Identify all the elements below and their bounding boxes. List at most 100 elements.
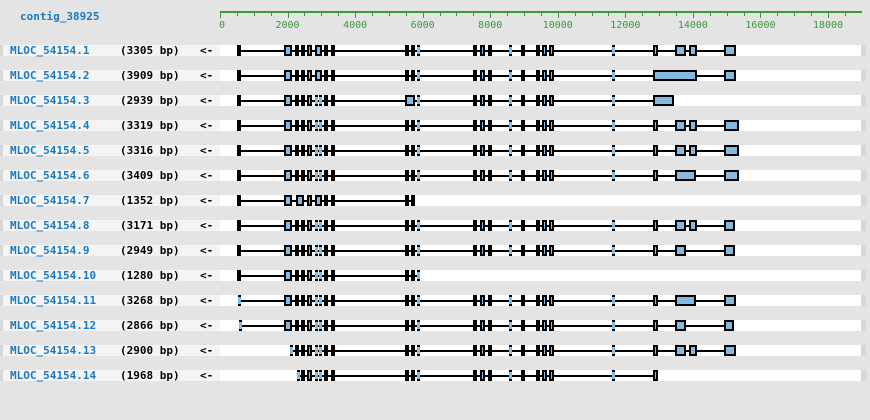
- exon[interactable]: [611, 370, 615, 381]
- exon[interactable]: [653, 370, 659, 381]
- exon[interactable]: [314, 320, 318, 331]
- exon[interactable]: [405, 120, 410, 131]
- exon[interactable]: [520, 320, 525, 331]
- exon[interactable]: [520, 370, 525, 381]
- exon[interactable]: [405, 170, 410, 181]
- exon[interactable]: [535, 95, 540, 106]
- exon[interactable]: [723, 320, 735, 331]
- exon[interactable]: [283, 195, 292, 206]
- exon[interactable]: [520, 70, 525, 81]
- gene-model-track[interactable]: [220, 270, 861, 281]
- exon[interactable]: [548, 320, 555, 331]
- exon[interactable]: [318, 245, 322, 256]
- exon[interactable]: [307, 220, 312, 231]
- exon[interactable]: [480, 220, 485, 231]
- exon[interactable]: [318, 270, 322, 281]
- exon[interactable]: [416, 320, 420, 331]
- exon[interactable]: [405, 145, 410, 156]
- exon[interactable]: [487, 95, 492, 106]
- exon[interactable]: [723, 170, 739, 181]
- exon[interactable]: [611, 45, 615, 56]
- exon[interactable]: [541, 120, 547, 131]
- transcript-name-link[interactable]: MLOC_54154.8: [10, 219, 90, 232]
- exon[interactable]: [416, 95, 420, 106]
- exon[interactable]: [520, 120, 525, 131]
- exon[interactable]: [472, 120, 478, 131]
- exon[interactable]: [520, 345, 525, 356]
- exon[interactable]: [723, 295, 737, 306]
- exon[interactable]: [723, 145, 739, 156]
- exon[interactable]: [472, 45, 478, 56]
- exon[interactable]: [294, 95, 300, 106]
- exon[interactable]: [520, 295, 525, 306]
- exon[interactable]: [487, 370, 492, 381]
- exon[interactable]: [405, 295, 410, 306]
- exon[interactable]: [314, 270, 318, 281]
- exon[interactable]: [301, 345, 306, 356]
- exon[interactable]: [480, 145, 485, 156]
- exon[interactable]: [688, 220, 697, 231]
- exon[interactable]: [472, 245, 478, 256]
- exon[interactable]: [688, 120, 697, 131]
- exon[interactable]: [236, 170, 241, 181]
- exon[interactable]: [331, 145, 336, 156]
- gene-model-track[interactable]: [220, 45, 861, 56]
- exon[interactable]: [674, 245, 686, 256]
- exon[interactable]: [318, 295, 322, 306]
- exon[interactable]: [405, 245, 410, 256]
- exon[interactable]: [236, 195, 241, 206]
- exon[interactable]: [324, 170, 329, 181]
- exon[interactable]: [508, 45, 512, 56]
- exon[interactable]: [611, 220, 615, 231]
- exon[interactable]: [324, 270, 329, 281]
- exon[interactable]: [331, 195, 336, 206]
- exon[interactable]: [307, 270, 312, 281]
- exon[interactable]: [301, 295, 306, 306]
- exon[interactable]: [331, 295, 336, 306]
- exon[interactable]: [307, 95, 312, 106]
- exon[interactable]: [653, 220, 659, 231]
- exon[interactable]: [405, 95, 415, 106]
- exon[interactable]: [548, 170, 555, 181]
- exon[interactable]: [480, 295, 485, 306]
- exon[interactable]: [283, 145, 292, 156]
- gene-model-track[interactable]: [220, 220, 861, 231]
- exon[interactable]: [611, 295, 615, 306]
- exon[interactable]: [283, 120, 292, 131]
- exon[interactable]: [548, 145, 555, 156]
- exon[interactable]: [472, 170, 478, 181]
- exon[interactable]: [236, 45, 241, 56]
- exon[interactable]: [410, 120, 415, 131]
- exon[interactable]: [653, 320, 659, 331]
- exon[interactable]: [405, 370, 410, 381]
- exon[interactable]: [535, 295, 540, 306]
- exon[interactable]: [472, 220, 478, 231]
- exon[interactable]: [324, 345, 329, 356]
- gene-model-track[interactable]: [220, 95, 861, 106]
- exon[interactable]: [301, 320, 306, 331]
- exon[interactable]: [307, 145, 312, 156]
- exon[interactable]: [520, 45, 525, 56]
- exon[interactable]: [307, 245, 312, 256]
- exon[interactable]: [416, 370, 420, 381]
- exon[interactable]: [674, 345, 686, 356]
- exon[interactable]: [405, 345, 410, 356]
- exon[interactable]: [723, 220, 736, 231]
- exon[interactable]: [238, 320, 242, 331]
- exon[interactable]: [405, 195, 410, 206]
- exon[interactable]: [487, 345, 492, 356]
- exon[interactable]: [283, 45, 292, 56]
- exon[interactable]: [318, 320, 322, 331]
- exon[interactable]: [410, 245, 415, 256]
- exon[interactable]: [301, 370, 306, 381]
- exon[interactable]: [541, 70, 547, 81]
- exon[interactable]: [472, 345, 478, 356]
- exon[interactable]: [331, 70, 336, 81]
- exon[interactable]: [294, 295, 300, 306]
- exon[interactable]: [307, 45, 312, 56]
- exon[interactable]: [653, 145, 659, 156]
- transcript-name-link[interactable]: MLOC_54154.12: [10, 319, 97, 332]
- exon[interactable]: [297, 370, 301, 381]
- exon[interactable]: [405, 70, 410, 81]
- exon[interactable]: [410, 295, 415, 306]
